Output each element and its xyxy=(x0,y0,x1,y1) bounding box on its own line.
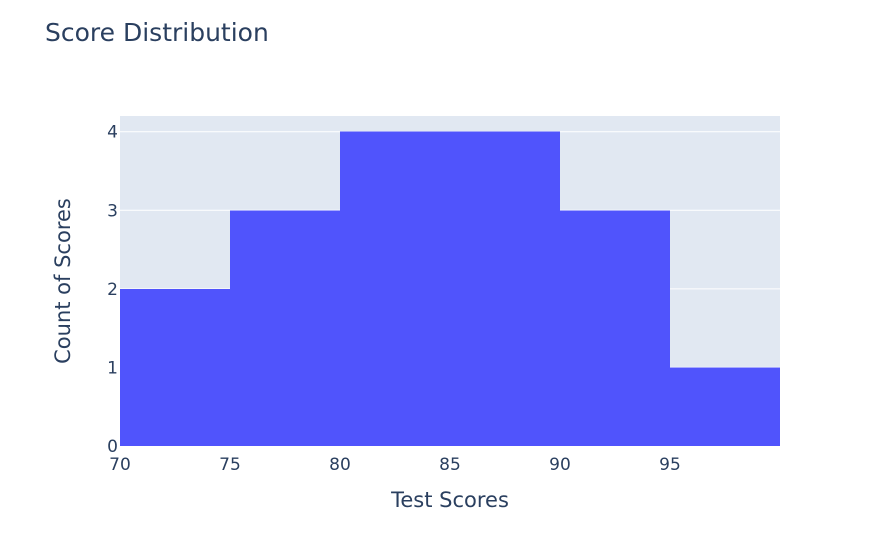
y-tick-labels: 0 1 2 3 4 xyxy=(107,123,118,457)
histogram-bars xyxy=(120,131,780,446)
x-tick-label: 70 xyxy=(109,455,131,475)
x-tick-labels: 70 75 80 85 90 95 xyxy=(109,455,681,475)
histogram-bar xyxy=(230,210,340,446)
y-tick-label: 1 xyxy=(107,358,118,378)
x-tick-label: 85 xyxy=(439,455,461,475)
y-tick-label: 0 xyxy=(107,437,118,457)
histogram-bar xyxy=(450,131,560,446)
y-tick-label: 2 xyxy=(107,280,118,300)
x-tick-label: 90 xyxy=(549,455,571,475)
histogram-bar xyxy=(560,210,670,446)
histogram-bar xyxy=(340,131,450,446)
x-tick-label: 80 xyxy=(329,455,351,475)
x-tick-label: 95 xyxy=(659,455,681,475)
x-tick-label: 75 xyxy=(219,455,241,475)
x-axis-title: Test Scores xyxy=(390,488,509,512)
y-tick-label: 4 xyxy=(107,123,118,143)
histogram-bar xyxy=(670,367,780,446)
chart-title: Score Distribution xyxy=(45,18,269,47)
y-axis-title: Count of Scores xyxy=(51,198,75,364)
histogram-bar xyxy=(120,288,230,446)
y-tick-label: 3 xyxy=(107,201,118,221)
